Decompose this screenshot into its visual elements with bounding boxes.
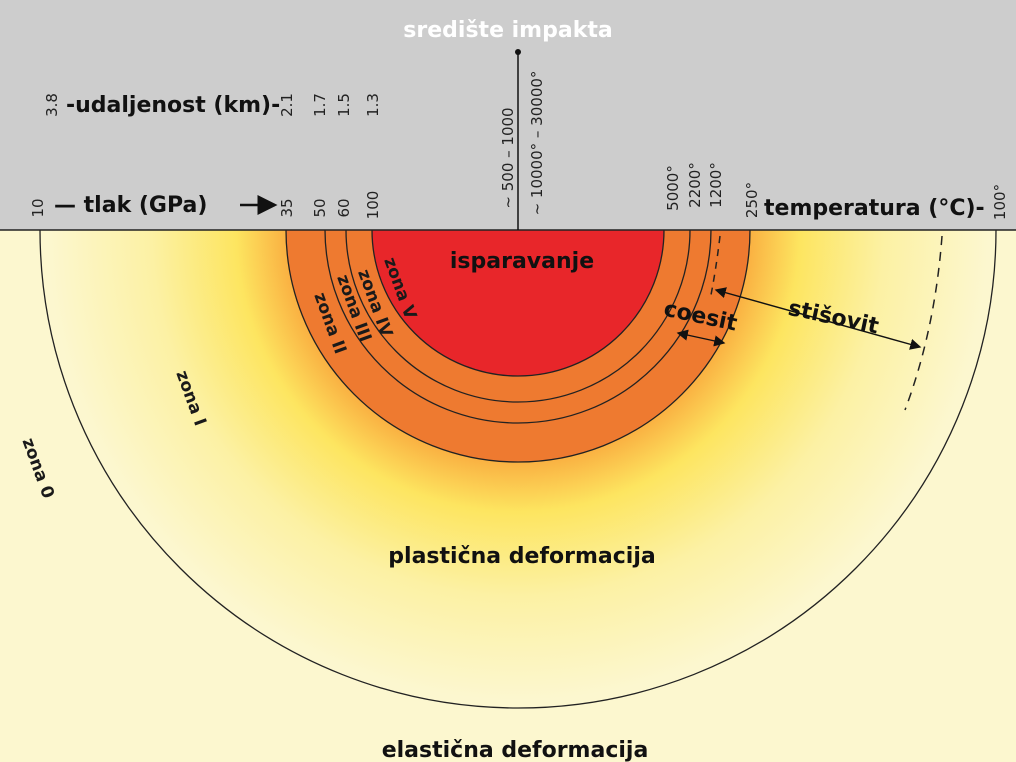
ring-zone-ii	[285, 230, 751, 463]
temperature-tick: 100°	[991, 184, 1009, 220]
ring-zone-v	[371, 230, 665, 377]
distance-tick: 1.3	[364, 93, 382, 117]
ring-zone-iv	[345, 230, 691, 403]
pressure-tick: 50	[311, 198, 329, 217]
ring-zone-iii	[324, 230, 712, 424]
center-pressure-value: ~ 500 – 1000	[499, 107, 517, 208]
temperature-tick: 250°	[743, 182, 761, 218]
vaporization-core	[372, 230, 664, 376]
stishovite-arrow	[714, 287, 922, 350]
vaporization-label: isparavanje	[450, 249, 594, 274]
elastic-deformation-label: elastična deformacija	[382, 738, 649, 762]
distance-label: -udaljenost (km)-	[66, 93, 280, 118]
pressure-tick: 100	[364, 191, 382, 220]
ring-zone-0	[39, 230, 997, 709]
distance-tick: 1.7	[311, 93, 329, 117]
distance-tick: 1.5	[335, 93, 353, 117]
impact-center-title: središte impakta	[403, 18, 612, 43]
pressure-label: — tlak (GPa)	[54, 193, 207, 218]
header-band	[0, 0, 1016, 230]
distance-tick: 2.1	[278, 93, 296, 117]
temperature-tick: 1200°	[707, 162, 725, 208]
center-temperature-value: ~ 10000° – 30000°	[528, 71, 546, 216]
coesite-boundary	[709, 235, 721, 301]
pressure-tick: 10	[29, 198, 47, 217]
pressure-tick: 35	[278, 198, 296, 217]
distance-tick: 3.8	[43, 93, 61, 117]
temperature-tick: 2200°	[686, 162, 704, 208]
pressure-tick: 60	[335, 198, 353, 217]
stishovite-boundary	[904, 235, 943, 411]
plastic-deformation-label: plastična deformacija	[388, 544, 655, 569]
temperature-tick: 5000°	[664, 165, 682, 211]
impact-center-dot	[515, 49, 521, 55]
temperature-label: temperatura (°C)-	[764, 196, 985, 221]
